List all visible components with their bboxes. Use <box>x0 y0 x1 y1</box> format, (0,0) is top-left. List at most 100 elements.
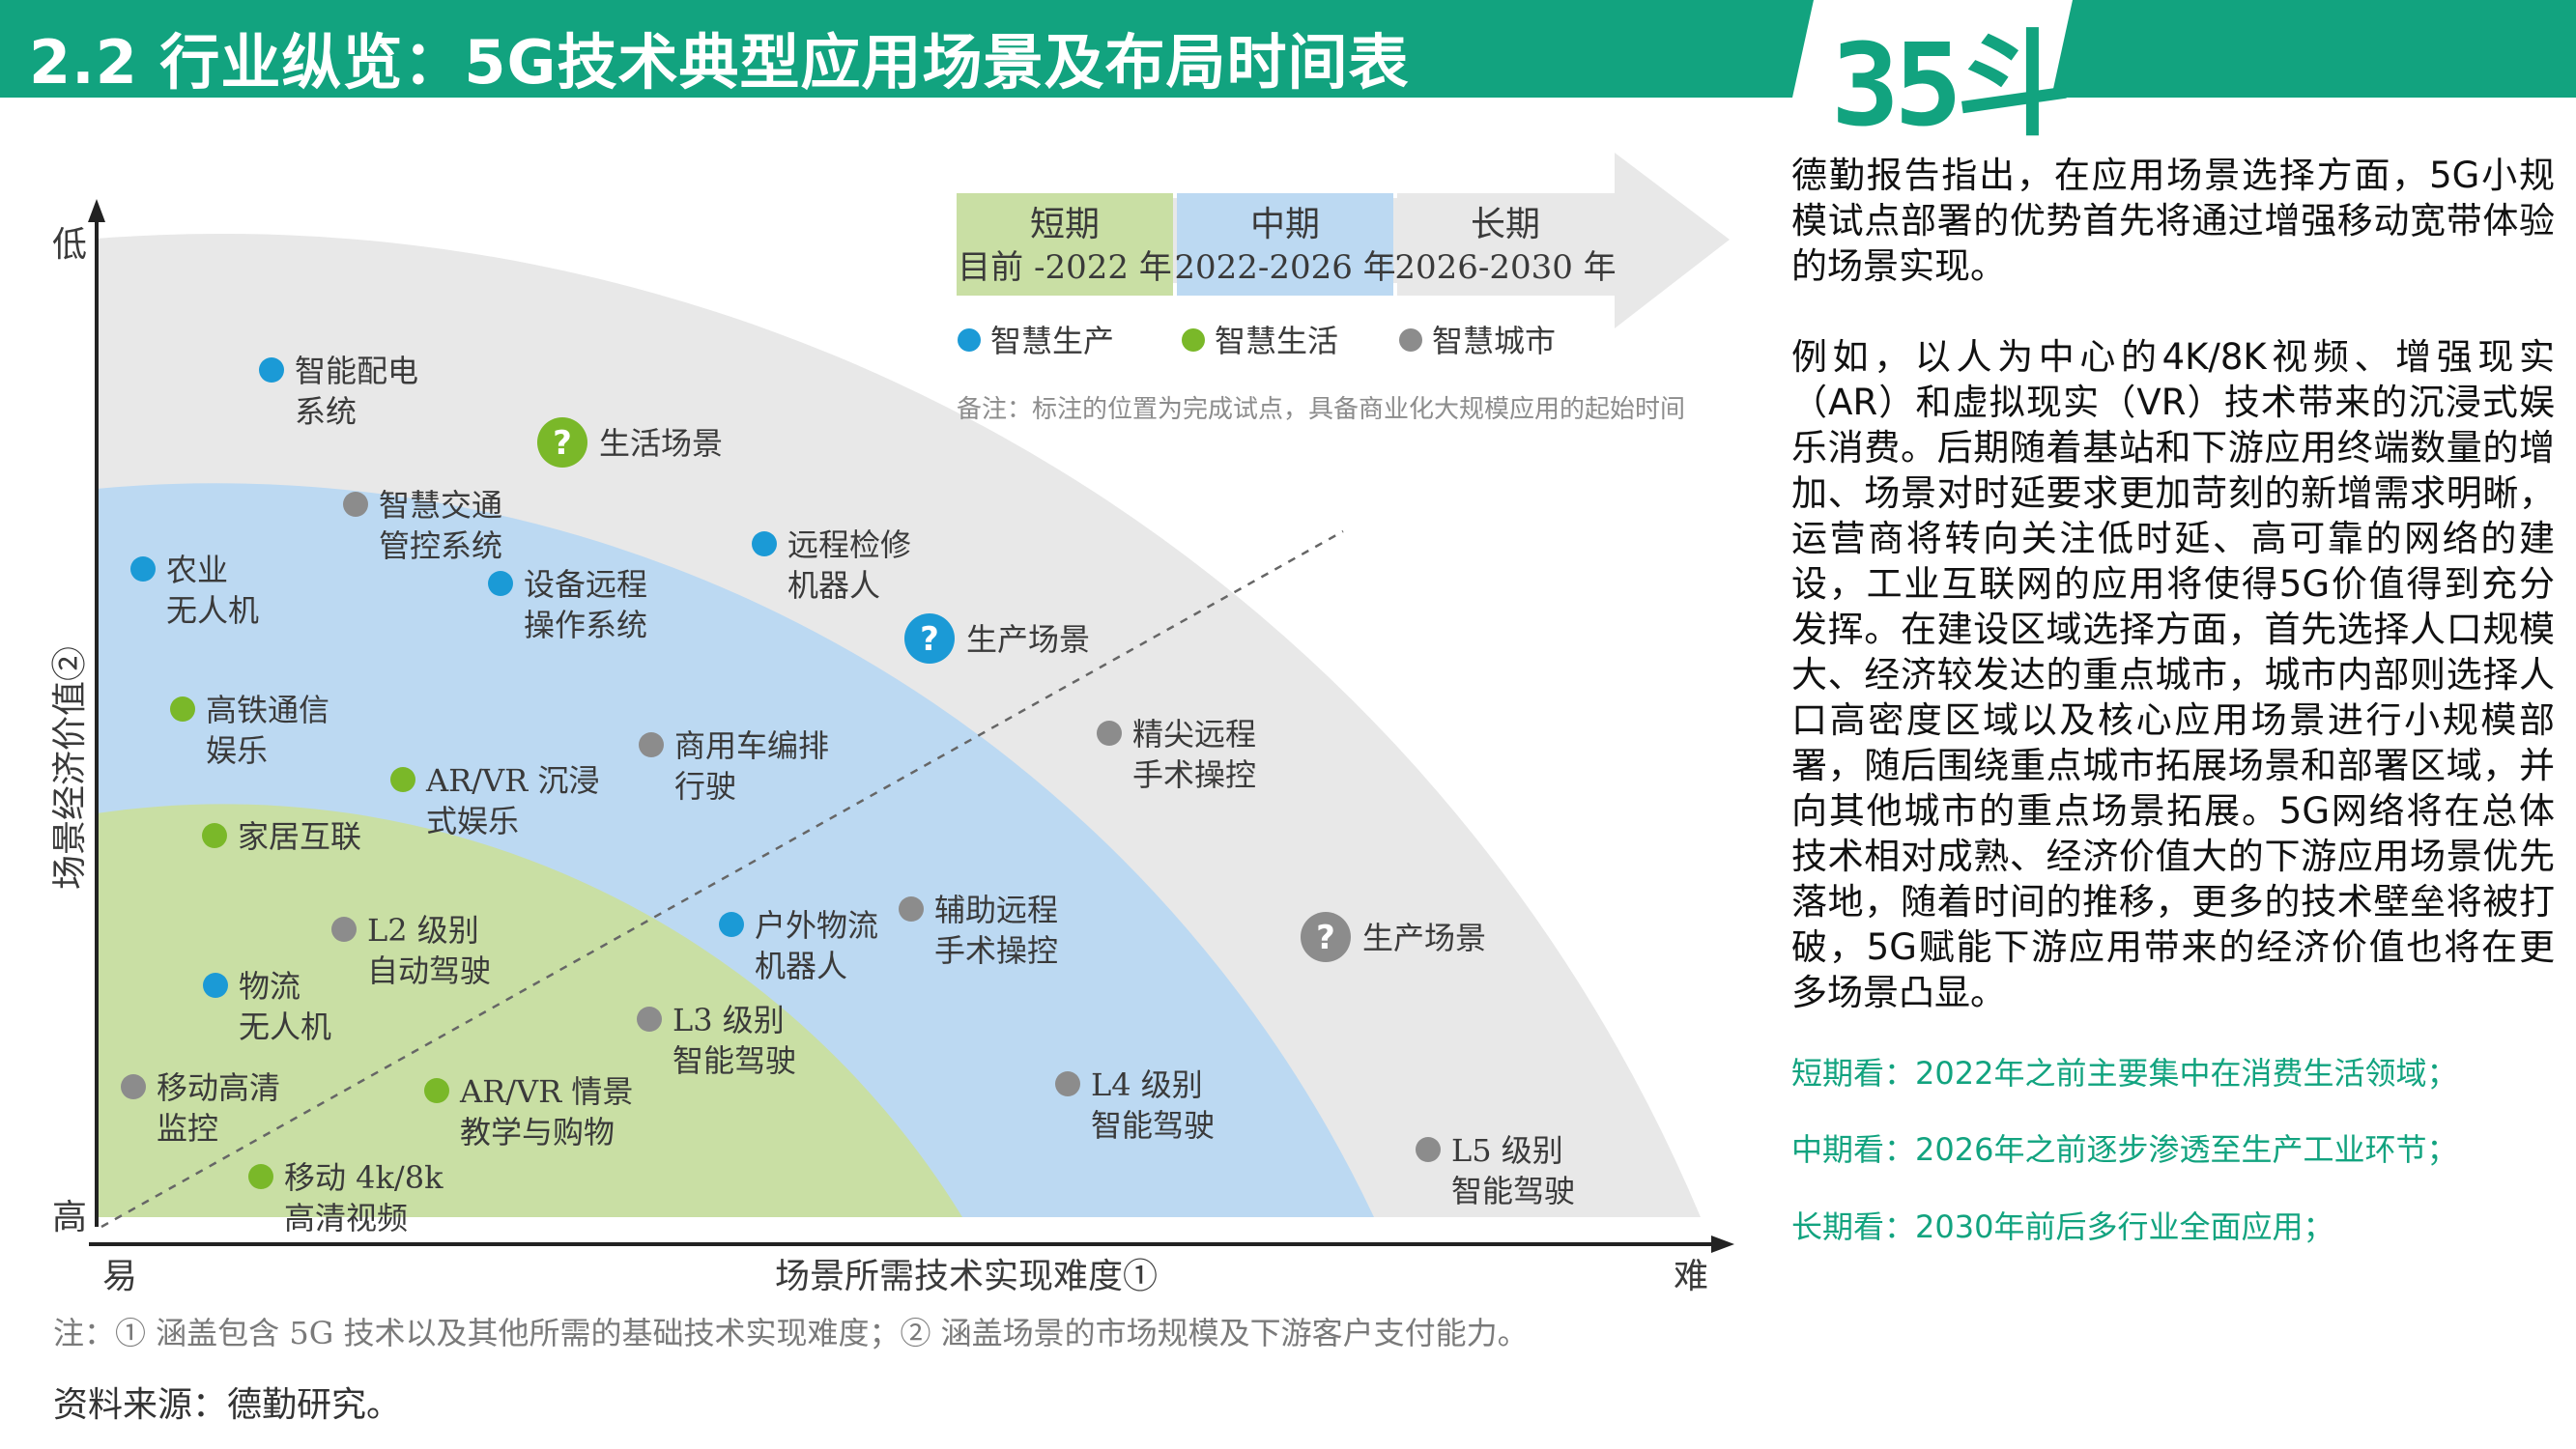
remark: 备注：标注的位置为完成试点，具备商业化大规模应用的起始时间 <box>957 395 1685 424</box>
mid-term-note: 中期看：2026年之前逐步渗透至生产工业环节； <box>1791 1131 2458 1168</box>
point-label-line2: 式娱乐 <box>426 803 519 839</box>
question-mark-icon: ? <box>553 424 572 463</box>
point-dot <box>899 896 924 922</box>
x-axis-left-label: 易 <box>102 1257 137 1296</box>
scenario-diagram: 低 高 场景经济价值② 易 难 场景所需技术实现难度① 短期 目前 -2022 … <box>50 153 1734 1296</box>
point-label: 精尖远程 <box>1132 716 1256 753</box>
point-label: AR/VR 沉浸 <box>425 762 599 799</box>
point-dot <box>259 357 284 383</box>
right-column: 德勤报告指出，在应用场景选择方面，5G小规模试点部署的优势首先将通过增强移动宽带… <box>1791 153 2555 1015</box>
point-label-line2: 高清视频 <box>284 1200 408 1236</box>
point-dot <box>637 1007 662 1032</box>
legend-production-label: 智慧生产 <box>990 323 1114 359</box>
timeline-mid-range: 2022-2026 年 <box>1174 248 1395 287</box>
legend-life-dot <box>1182 328 1205 352</box>
scene-question-icon <box>537 417 587 468</box>
scene-question-icon <box>904 613 955 664</box>
point-label-line2: 系统 <box>295 393 357 430</box>
y-axis-top-label: 低 <box>52 225 87 265</box>
point-label: 户外物流 <box>755 907 878 944</box>
footnote: 注：① 涵盖包含 5G 技术以及其他所需的基础技术实现难度；② 涵盖场景的市场规… <box>53 1315 1529 1351</box>
point-label: L5 级别 <box>1451 1132 1563 1169</box>
point-label-line2: 娱乐 <box>206 732 268 769</box>
point-label-line2: 智能驾驶 <box>1091 1107 1215 1144</box>
point-label-line2: 管控系统 <box>379 527 502 564</box>
paragraph-detail: 例如，以人为中心的4K/8K视频、增强现实（AR）和虚拟现实（VR）技术带来的沉… <box>1791 336 2555 1013</box>
scene-label: 生产场景 <box>1362 920 1486 956</box>
logo: 35斗 <box>1831 18 2071 152</box>
point-label: 商用车编排 <box>674 727 829 764</box>
timeline-short-box <box>957 193 1173 296</box>
point-label: L4 级别 <box>1091 1066 1203 1103</box>
question-mark-icon: ? <box>1316 919 1335 957</box>
point-dot <box>121 1074 146 1099</box>
point-label-line2: 智能驾驶 <box>1451 1173 1575 1209</box>
point-label: 设备远程 <box>524 566 647 603</box>
scene-label: 生活场景 <box>599 425 723 462</box>
logo-background <box>1792 0 2073 98</box>
point-dot <box>130 556 156 582</box>
y-axis-arrow <box>88 199 105 222</box>
point-label-line2: 自动驾驶 <box>367 952 491 989</box>
point-label-line2: 无人机 <box>166 592 259 629</box>
point-dot <box>390 767 415 792</box>
point-dot <box>639 732 664 757</box>
point-label: 远程检修 <box>787 526 911 563</box>
timeline-long-range: 2026-2030 年 <box>1394 248 1616 287</box>
x-axis-right-label: 难 <box>1674 1257 1708 1296</box>
point-label: 家居互联 <box>238 818 361 855</box>
application-points: 智能配电系统智慧交通管控系统农业无人机设备远程操作系统远程检修机器人高铁通信娱乐… <box>121 353 1575 1236</box>
point-dot <box>203 973 228 998</box>
point-dot <box>248 1164 273 1189</box>
point-label-line2: 手术操控 <box>934 932 1058 969</box>
legend-city-label: 智慧城市 <box>1432 323 1556 359</box>
point-dot <box>719 912 744 937</box>
point-label: 移动高清 <box>157 1069 280 1106</box>
point-label: AR/VR 情景 <box>459 1073 633 1110</box>
timeline-long-name: 长期 <box>1471 205 1540 244</box>
point-label-line2: 机器人 <box>755 948 847 984</box>
point-label-line2: 行驶 <box>674 768 736 805</box>
question-mark-icon: ? <box>920 620 939 659</box>
point-label: 智慧交通 <box>379 487 502 524</box>
legend-production-dot <box>958 328 981 352</box>
point-dot <box>1416 1137 1441 1162</box>
point-dot <box>331 917 357 942</box>
y-axis-bottom-label: 高 <box>52 1198 87 1237</box>
point-dot <box>424 1078 449 1103</box>
point-dot <box>1055 1071 1080 1096</box>
point-label-line2: 智能驾驶 <box>673 1042 796 1079</box>
page-title: 2.2 行业纵览：5G技术典型应用场景及布局时间表 <box>29 27 1410 98</box>
diagonal-line <box>100 529 1344 1229</box>
point-dot <box>170 696 195 722</box>
point-label: 物流 <box>239 968 301 1005</box>
point-label: 辅助远程 <box>934 892 1058 928</box>
timeline-short-name: 短期 <box>1030 205 1100 244</box>
point-label-line2: 无人机 <box>239 1009 331 1045</box>
legend-city-dot <box>1399 328 1422 352</box>
header-bar: 2.2 行业纵览：5G技术典型应用场景及布局时间表 <box>0 0 2576 98</box>
source-note: 资料来源：德勤研究。 <box>53 1385 402 1425</box>
legend-life-label: 智慧生活 <box>1215 323 1338 359</box>
x-axis-title: 场景所需技术实现难度① <box>775 1257 1158 1296</box>
point-label-line2: 教学与购物 <box>460 1114 615 1151</box>
point-dot <box>1097 721 1122 746</box>
point-dot <box>343 492 368 517</box>
timeline-short-range: 目前 -2022 年 <box>958 248 1172 287</box>
point-label: 农业 <box>166 552 228 588</box>
scene-markers: ? 生活场景? 生产场景? 生产场景 <box>537 417 1486 962</box>
point-label-line2: 监控 <box>157 1110 218 1147</box>
point-label-line2: 机器人 <box>787 567 880 604</box>
scene-question-icon <box>1301 912 1351 962</box>
point-label: L2 级别 <box>367 912 479 949</box>
long-term-note: 长期看：2030年前后多行业全面应用； <box>1791 1208 2334 1245</box>
point-label: 智能配电 <box>295 353 418 389</box>
timeline-mid-name: 中期 <box>1250 205 1320 244</box>
scene-label: 生产场景 <box>966 621 1090 658</box>
point-label-line2: 操作系统 <box>524 607 647 643</box>
short-term-region <box>97 804 962 1217</box>
point-dot <box>488 571 513 596</box>
short-term-note: 短期看：2022年之前主要集中在消费生活领域； <box>1791 1055 2458 1092</box>
x-axis-arrow <box>1711 1236 1734 1253</box>
timeline-mid-box <box>1177 193 1393 296</box>
